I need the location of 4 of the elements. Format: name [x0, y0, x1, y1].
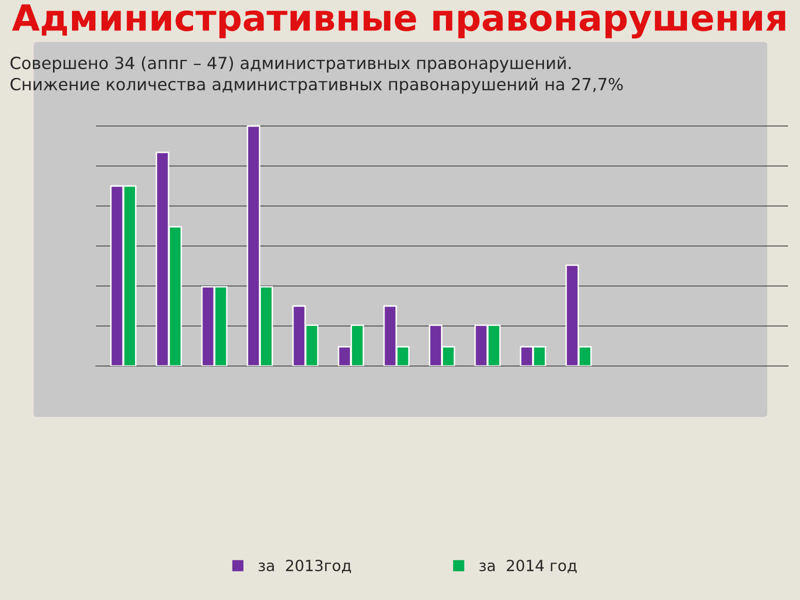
chart-title: Административные правонарушения	[12, 4, 786, 38]
legend-label: за 2013год	[258, 560, 351, 574]
chart-subtitle: Совершено 34 (аппг – 47) административных правонарушений. Снижение количества административных правонарушений на 27,7%	[10, 56, 623, 94]
legend-label: за 2014 год	[480, 560, 577, 574]
